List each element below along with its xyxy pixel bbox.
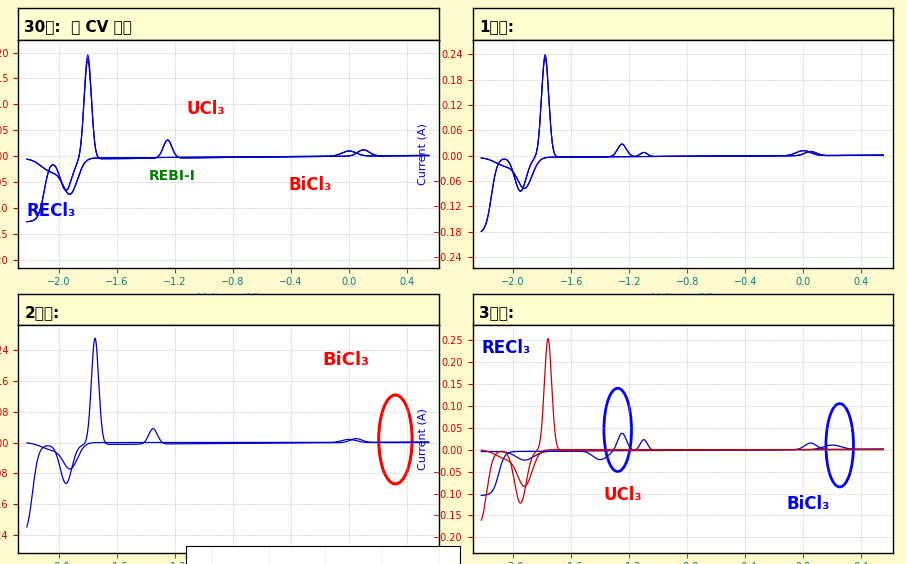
Text: 3시간:: 3시간: xyxy=(479,305,514,320)
Text: 30분:  염 CV 측정: 30분: 염 CV 측정 xyxy=(24,20,132,34)
Y-axis label: Current (A): Current (A) xyxy=(418,408,428,470)
Text: BiCl₃: BiCl₃ xyxy=(288,176,331,194)
Y-axis label: Current (A): Current (A) xyxy=(418,122,428,184)
Text: 2시간:: 2시간: xyxy=(24,305,60,320)
Text: RECl₃: RECl₃ xyxy=(482,339,531,357)
X-axis label: Voltage (V): Voltage (V) xyxy=(652,293,714,303)
Text: UCl₃: UCl₃ xyxy=(603,486,642,504)
Text: UCl₃: UCl₃ xyxy=(187,100,225,118)
Text: BiCl₃: BiCl₃ xyxy=(786,495,829,513)
Text: REBI-I: REBI-I xyxy=(149,169,196,183)
Text: RECl₃: RECl₃ xyxy=(27,202,76,220)
X-axis label: Voltage (V): Voltage (V) xyxy=(198,293,259,303)
Text: 1시간:: 1시간: xyxy=(479,20,514,34)
Text: BiCl₃: BiCl₃ xyxy=(323,351,370,369)
